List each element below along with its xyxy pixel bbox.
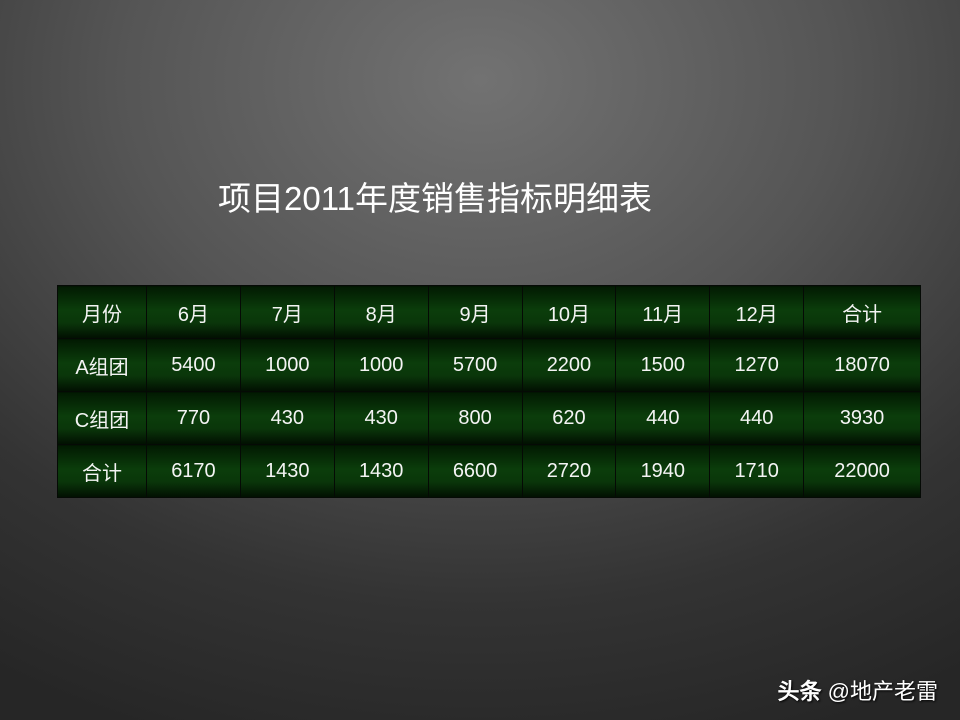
watermark-brand: 头条 <box>777 679 822 704</box>
table-row: A组团 5400 1000 1000 5700 2200 1500 1270 18070 <box>57 338 921 392</box>
table-cell: 18070 <box>803 338 921 392</box>
header-cell: 6月 <box>146 285 241 339</box>
table-cell: 1940 <box>615 444 711 498</box>
table-cell: 1500 <box>615 338 711 392</box>
table-cell: 5700 <box>427 338 523 392</box>
table-cell: 2720 <box>521 444 617 498</box>
header-cell: 10月 <box>521 285 617 339</box>
table-cell: 3930 <box>803 391 921 445</box>
table-cell: A组团 <box>57 338 147 392</box>
watermark-handle: @地产老雷 <box>827 679 938 704</box>
table-cell: 430 <box>333 391 429 445</box>
table-cell: 2200 <box>521 338 617 392</box>
table-cell: 1430 <box>239 444 335 498</box>
table-cell: 430 <box>239 391 335 445</box>
header-cell: 8月 <box>333 285 429 339</box>
table-cell: 5400 <box>146 338 241 392</box>
table-row: C组团 770 430 430 800 620 440 440 3930 <box>57 391 921 445</box>
table-cell: 1710 <box>709 444 805 498</box>
header-row: 月份 6月 7月 8月 9月 10月 11月 12月 合计 <box>57 285 921 339</box>
table-cell: 440 <box>615 391 711 445</box>
table-cell: 620 <box>521 391 617 445</box>
table-cell: 1270 <box>709 338 805 392</box>
header-cell: 9月 <box>427 285 523 339</box>
header-cell: 7月 <box>239 285 335 339</box>
header-cell: 12月 <box>709 285 805 339</box>
table-cell: C组团 <box>57 391 147 445</box>
table-cell: 770 <box>146 391 241 445</box>
table-cell: 440 <box>709 391 805 445</box>
table-cell: 22000 <box>803 444 921 498</box>
table-cell: 6600 <box>427 444 523 498</box>
table-cell: 1000 <box>239 338 335 392</box>
table-cell: 6170 <box>146 444 241 498</box>
slide-title: 项目2011年度销售指标明细表 <box>218 180 652 217</box>
watermark: 头条 @地产老雷 <box>778 674 938 706</box>
table-cell: 1000 <box>333 338 429 392</box>
table-cell: 合计 <box>57 444 147 498</box>
header-cell: 月份 <box>57 285 147 339</box>
header-cell: 合计 <box>803 285 921 339</box>
table-cell: 1430 <box>333 444 429 498</box>
header-cell: 11月 <box>615 285 711 339</box>
table-cell: 800 <box>427 391 523 445</box>
sales-table: 月份 6月 7月 8月 9月 10月 11月 12月 合计 A组团 5400 1000 1000 5700… <box>57 285 921 498</box>
table-row: 合计 6170 1430 1430 6600 2720 1940 1710 22000 <box>57 444 921 498</box>
